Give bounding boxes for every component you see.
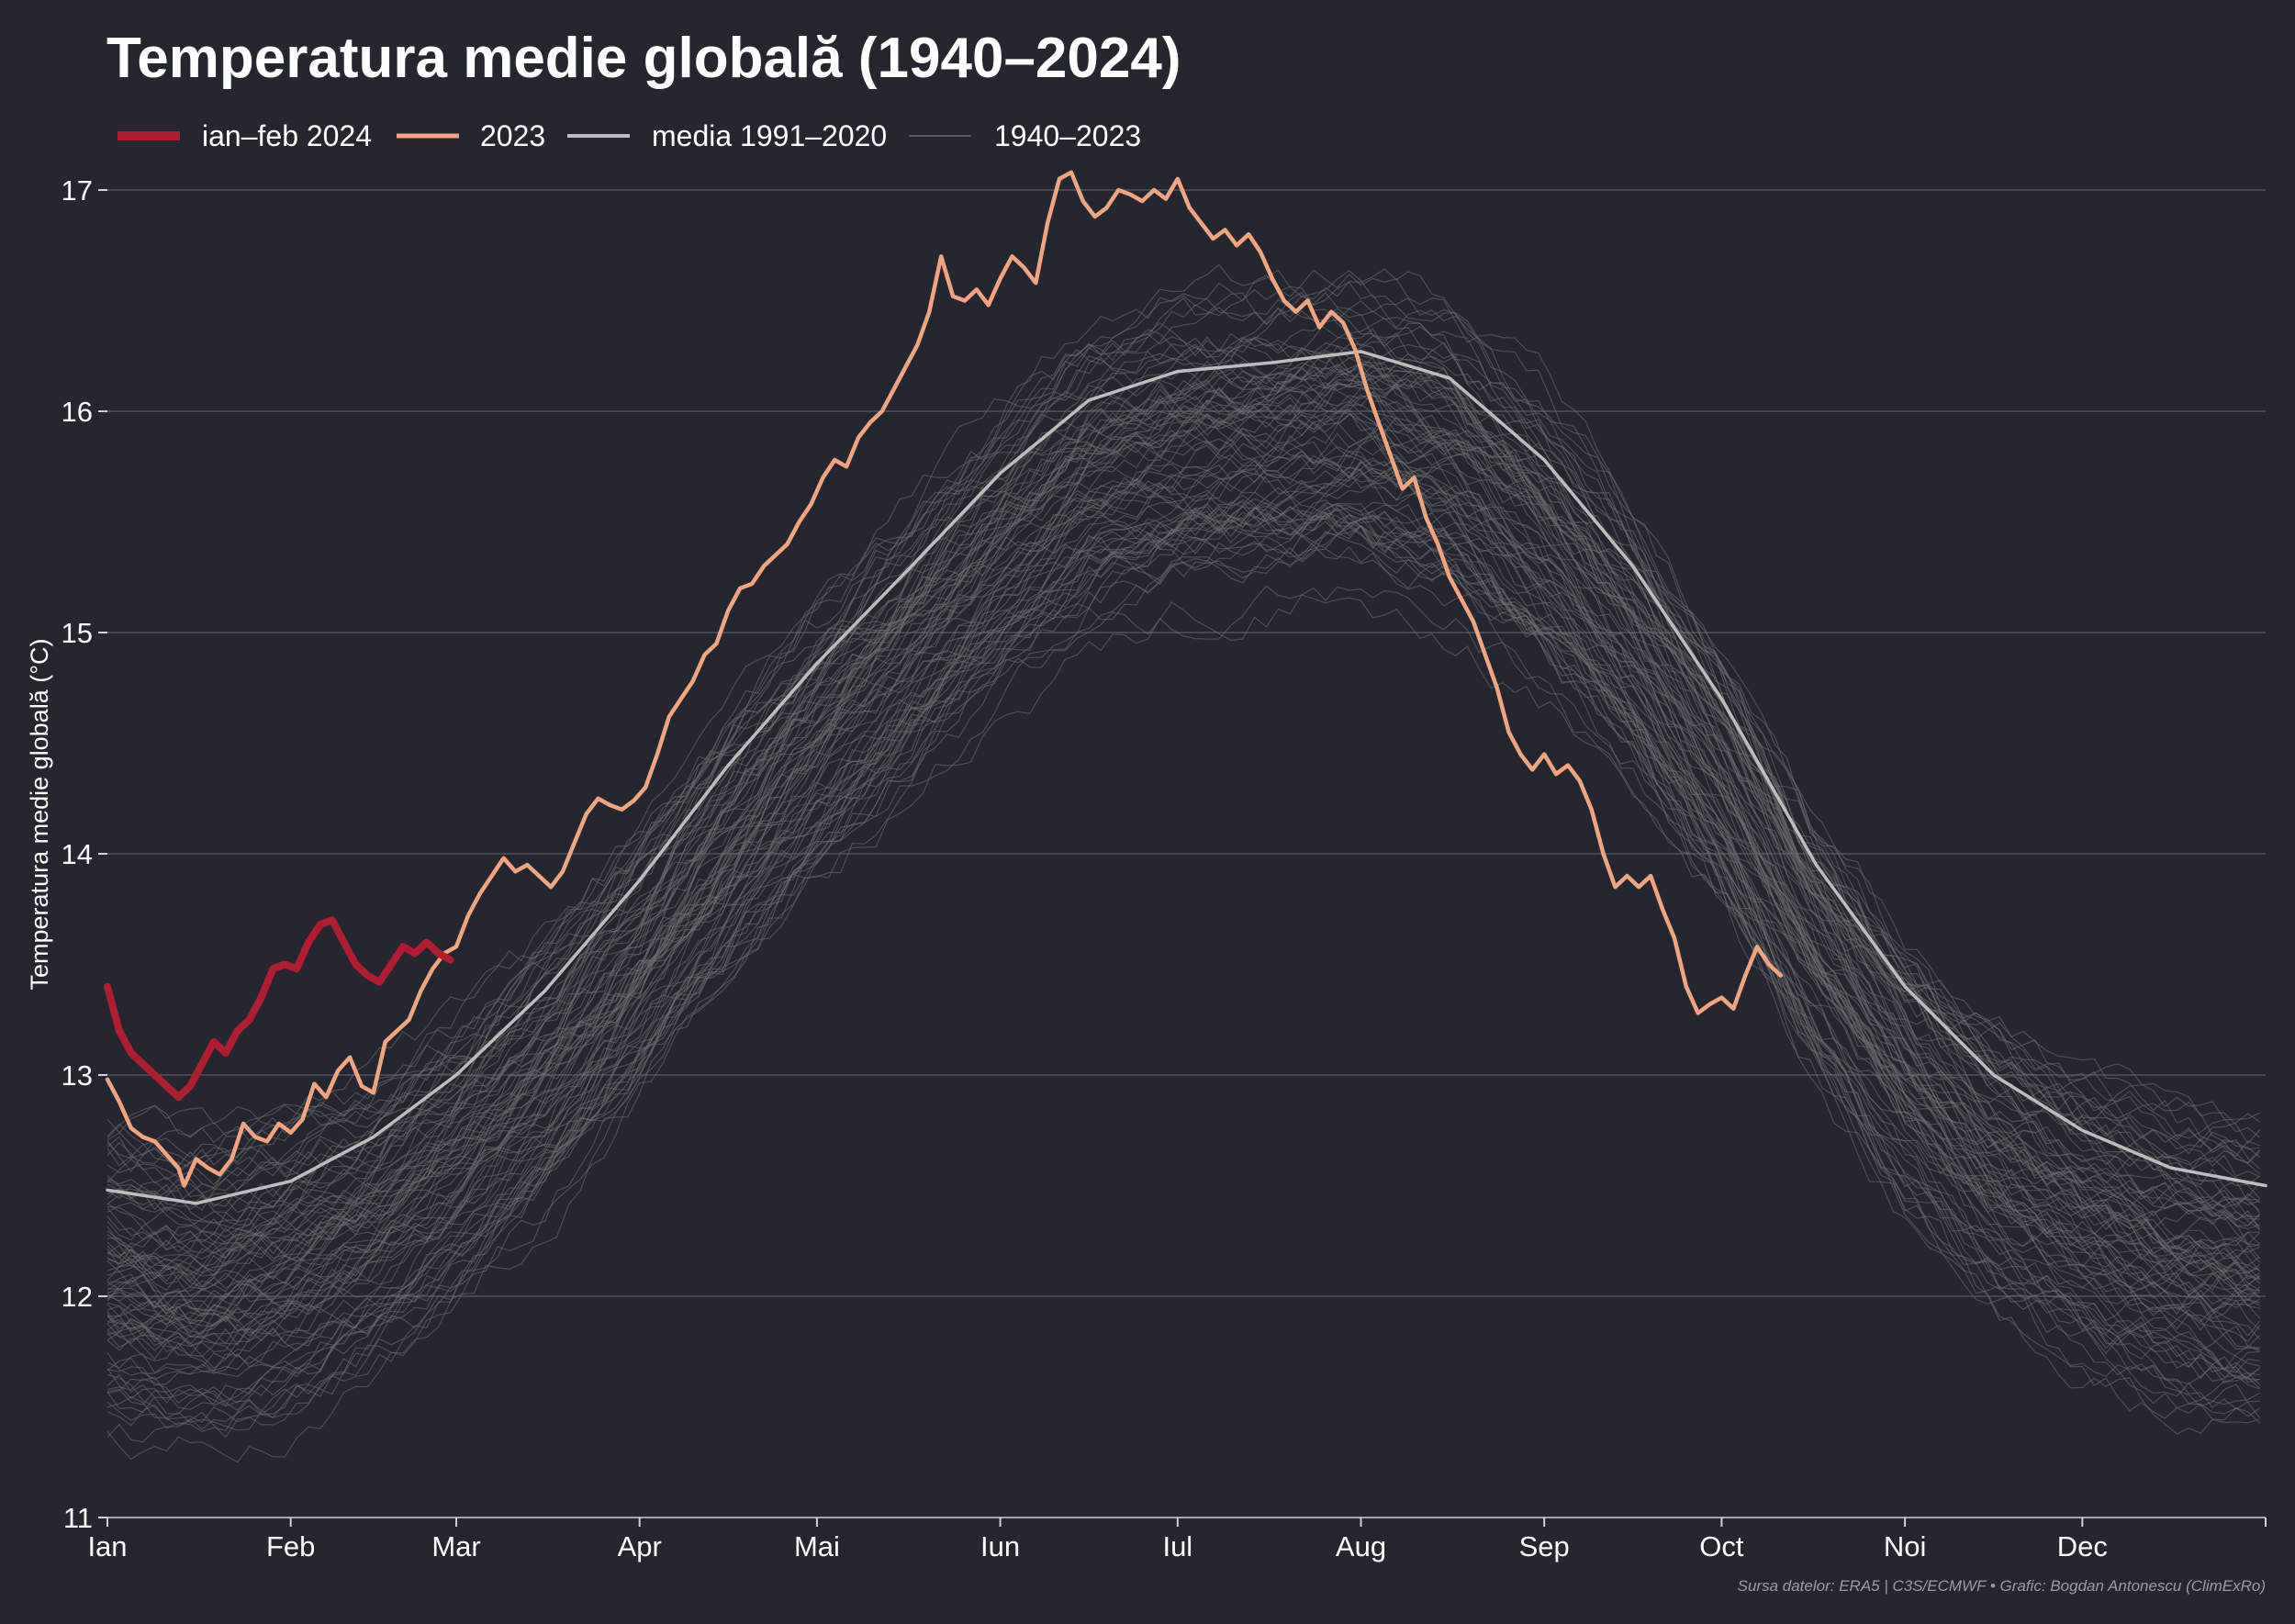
history-year-line xyxy=(106,353,2261,1251)
legend-label-2023: 2023 xyxy=(480,119,545,152)
history-year-line xyxy=(106,455,2260,1406)
history-year-line xyxy=(106,405,2260,1313)
legend-label-mean: media 1991–2020 xyxy=(652,119,887,152)
history-year-line xyxy=(106,410,2261,1322)
history-year-line xyxy=(106,281,2261,1255)
history-year-line xyxy=(106,351,2260,1170)
y-tick-label: 11 xyxy=(63,1502,93,1534)
history-year-line xyxy=(106,336,2260,1315)
y-tick-label: 12 xyxy=(62,1281,93,1313)
history-year-line xyxy=(106,441,2260,1324)
source-note: Sursa datelor: ERA5 | C3S/ECMWF • Grafic… xyxy=(1738,1577,2266,1595)
history-year-line xyxy=(106,390,2260,1367)
history-year-line xyxy=(106,337,2261,1168)
history-year-line xyxy=(106,522,2260,1404)
y-tick-label: 15 xyxy=(62,617,93,649)
history-year-line xyxy=(106,585,2261,1379)
history-year-line xyxy=(106,375,2260,1357)
history-year-line xyxy=(106,330,2261,1173)
mean-1991-2020-line xyxy=(106,350,2267,1205)
history-year-line xyxy=(106,464,2260,1260)
history-year-line xyxy=(106,270,2260,1204)
x-tick-label: Feb xyxy=(266,1530,315,1562)
history-year-line xyxy=(106,263,2260,1211)
x-tick-label: Sep xyxy=(1519,1530,1570,1562)
history-year-line xyxy=(106,388,2261,1288)
legend: ian–feb 2024 2023 media 1991–2020 1940–2… xyxy=(118,119,1141,152)
history-year-line xyxy=(106,370,2260,1237)
history-year-line xyxy=(106,544,2260,1327)
history-year-line xyxy=(106,466,2261,1362)
y-axis: 11 12 13 14 15 16 17 xyxy=(62,174,107,1534)
history-year-line xyxy=(106,370,2260,1246)
x-tick-label: Iun xyxy=(980,1530,1020,1562)
x-tick-label: Mar xyxy=(431,1530,480,1562)
history-year-line xyxy=(106,514,2261,1424)
x-axis: Ian Feb Mar Apr Mai Iun Iul Aug Sep Oct Noi Dec xyxy=(87,1517,2267,1562)
history-year-line xyxy=(106,367,2260,1141)
y-axis-title: Temperatura medie globală (°C) xyxy=(26,639,53,991)
y-tick-label: 13 xyxy=(62,1059,93,1092)
history-year-line xyxy=(106,470,2260,1226)
legend-label-history: 1940–2023 xyxy=(994,119,1141,152)
history-year-line xyxy=(106,269,2260,1247)
history-year-line xyxy=(106,454,2260,1430)
x-tick-label: Apr xyxy=(618,1530,662,1562)
history-year-line xyxy=(106,412,2260,1142)
history-year-line xyxy=(106,422,2260,1379)
series-2024-line xyxy=(104,916,454,1102)
history-year-line xyxy=(106,308,2260,1175)
y-tick-label: 14 xyxy=(62,838,93,870)
series-group xyxy=(104,170,2267,1205)
history-year-line xyxy=(106,308,2260,1181)
series-2023-line xyxy=(105,170,1784,1188)
history-year-line xyxy=(106,343,2260,1359)
y-tick-label: 17 xyxy=(62,174,93,207)
history-year-line xyxy=(106,501,2260,1378)
history-year-line xyxy=(106,363,2260,1167)
legend-label-2024: ian–feb 2024 xyxy=(202,119,372,152)
history-year-line xyxy=(106,429,2260,1194)
x-tick-label: Mai xyxy=(794,1530,840,1562)
history-year-line xyxy=(106,353,2260,1345)
history-year-line xyxy=(106,309,2261,1277)
history-year-line xyxy=(106,546,2261,1361)
history-year-line xyxy=(106,343,2261,1255)
history-year-line xyxy=(106,358,2260,1190)
history-year-line xyxy=(106,368,2261,1209)
history-year-line xyxy=(106,413,2260,1316)
x-tick-label: Ian xyxy=(87,1530,127,1562)
history-year-line xyxy=(106,360,2260,1295)
history-year-line xyxy=(106,494,2261,1431)
history-year-line xyxy=(106,466,2260,1374)
x-tick-label: Dec xyxy=(2057,1530,2108,1562)
chart-title: Temperatura medie globală (1940–2024) xyxy=(106,27,1181,90)
x-tick-label: Aug xyxy=(1336,1530,1386,1562)
y-tick-label: 16 xyxy=(62,396,93,428)
history-year-line xyxy=(106,396,2261,1212)
x-tick-label: Oct xyxy=(1699,1530,1744,1562)
history-year-line xyxy=(106,460,2260,1386)
history-year-line xyxy=(106,525,2261,1414)
history-year-line xyxy=(106,292,2261,1226)
history-year-line xyxy=(106,496,2260,1411)
x-tick-label: Noi xyxy=(1884,1530,1927,1562)
history-series-group xyxy=(106,263,2261,1463)
x-tick-label: Iul xyxy=(1162,1530,1192,1562)
history-year-line xyxy=(106,379,2260,1312)
history-year-line xyxy=(106,337,2261,1287)
history-year-line xyxy=(106,291,2260,1226)
history-year-line xyxy=(106,507,2260,1381)
